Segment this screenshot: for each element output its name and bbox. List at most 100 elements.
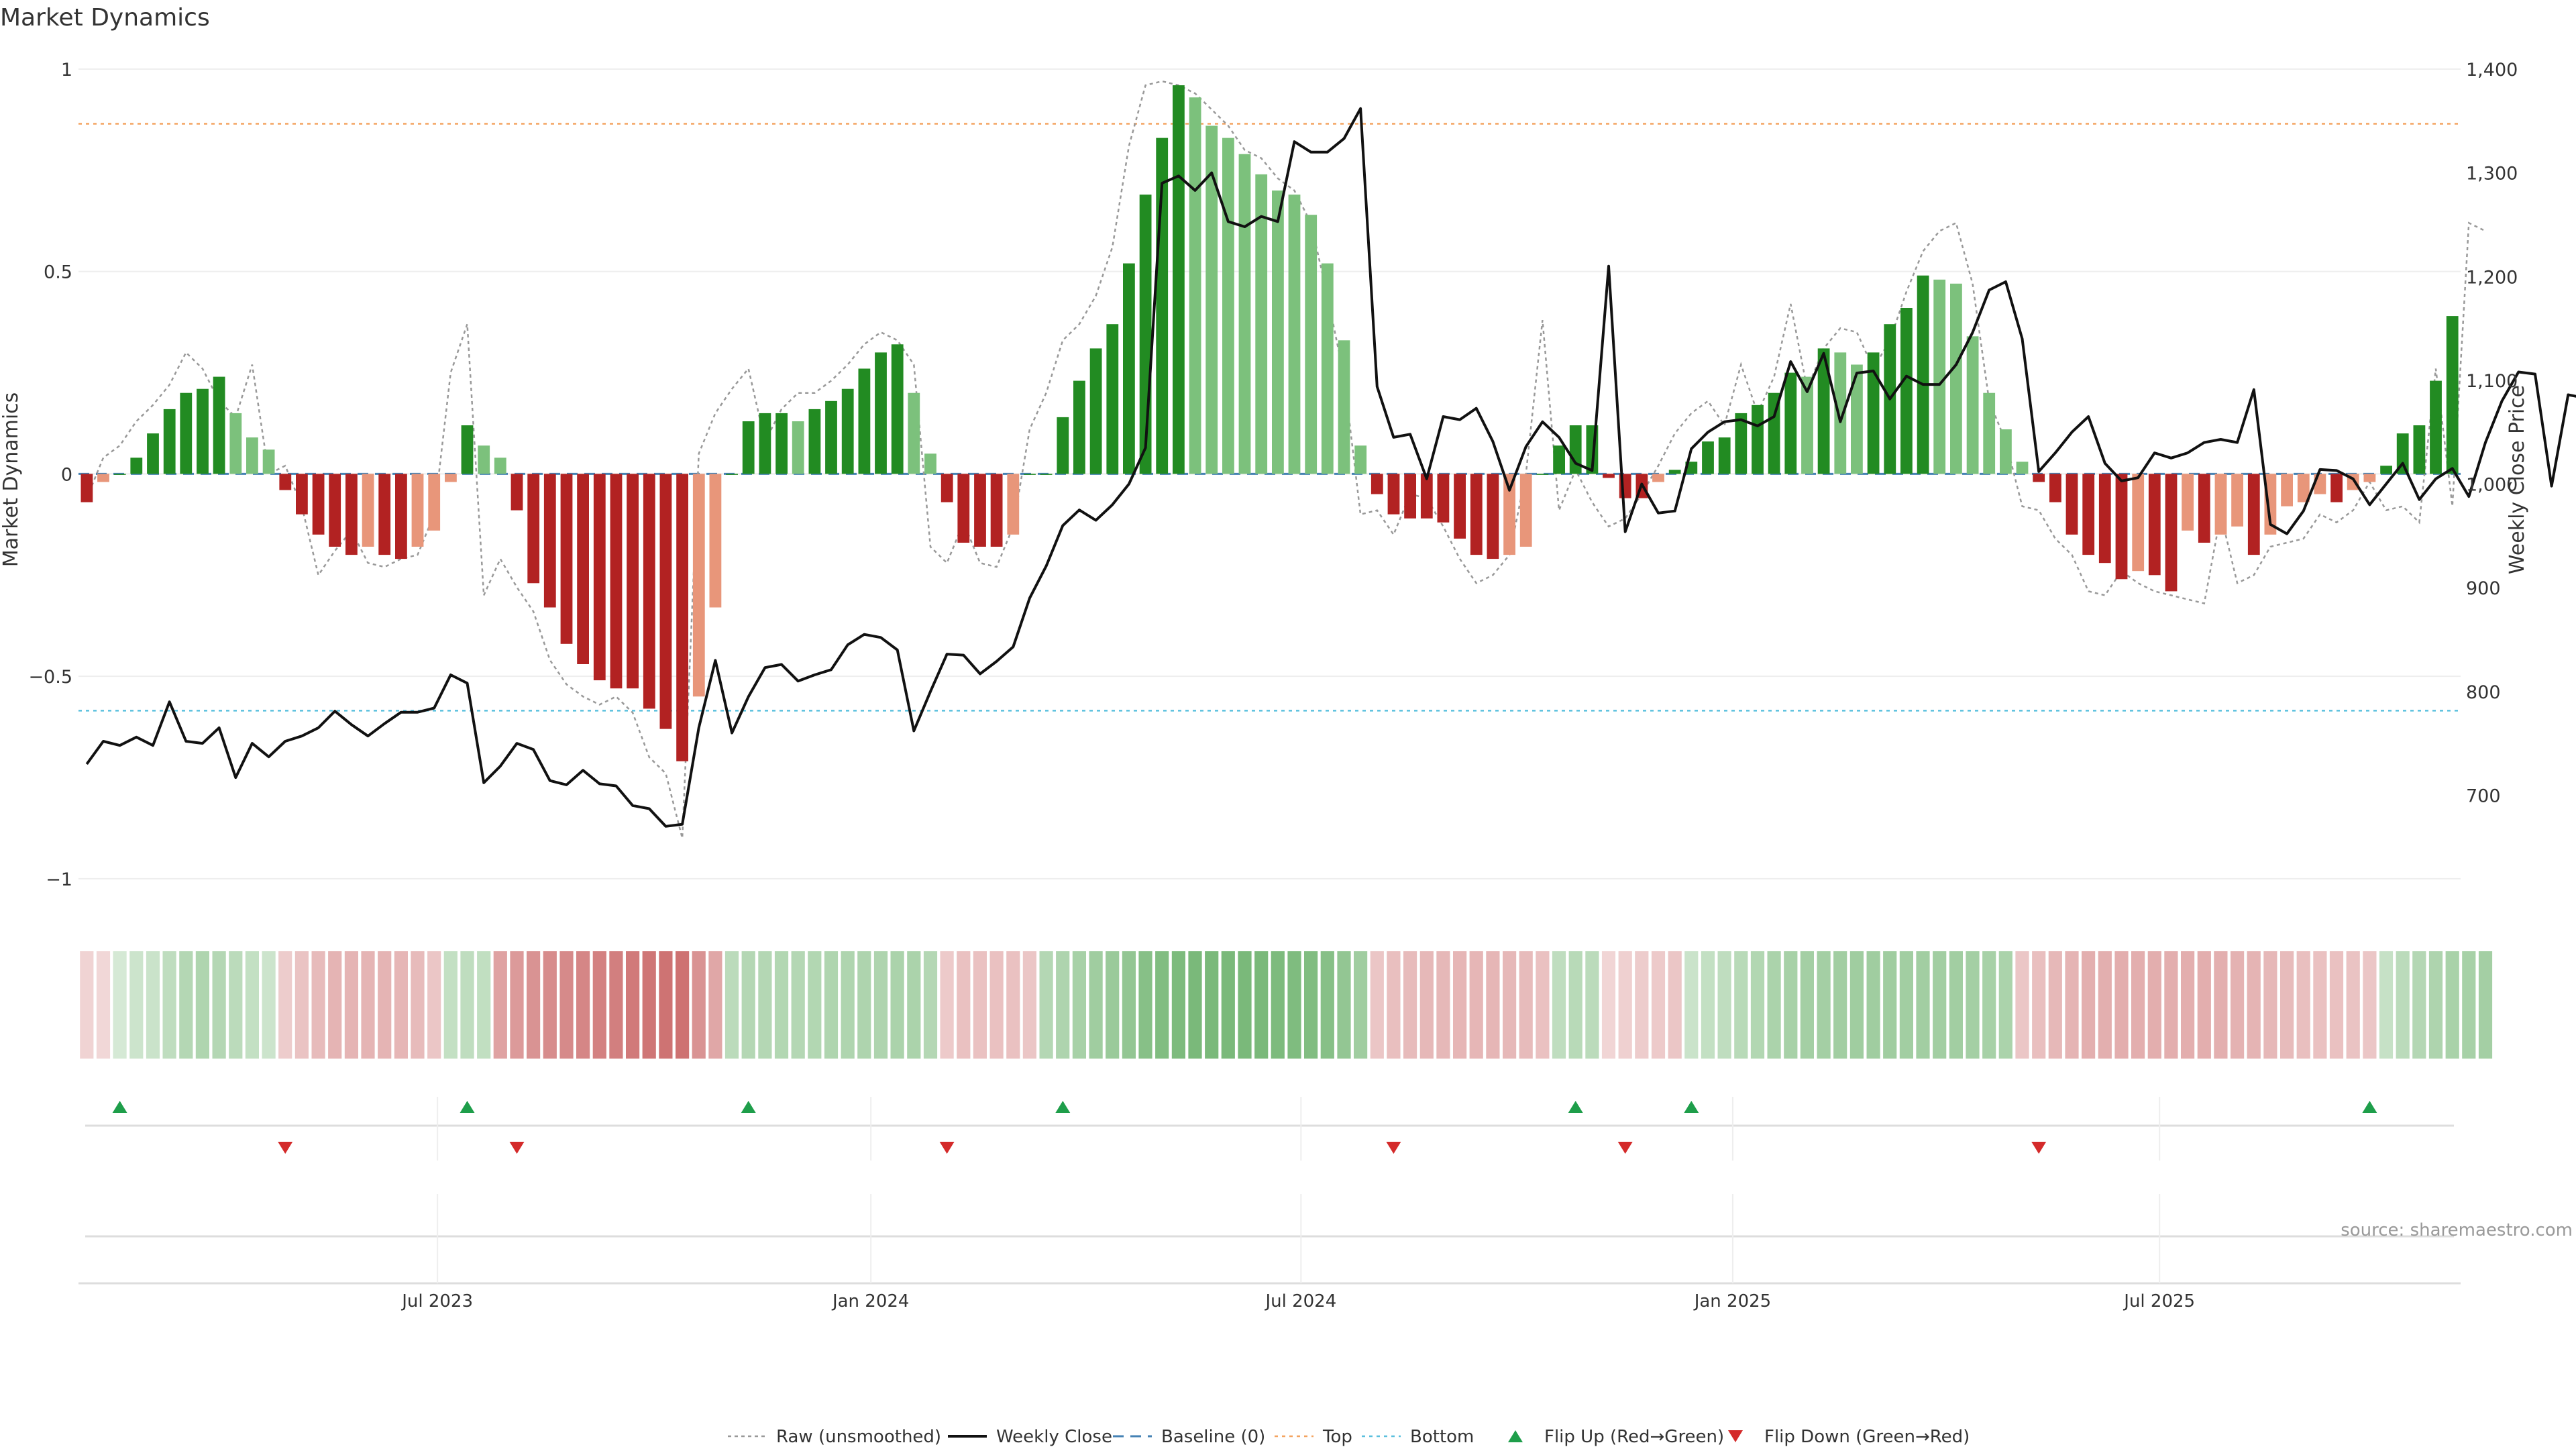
strip-cell: [1949, 951, 1963, 1059]
legend-label: Flip Down (Green→Red): [1764, 1427, 1970, 1447]
bar: [2148, 474, 2161, 576]
strip-cell: [642, 951, 656, 1059]
bar: [428, 474, 441, 531]
y-left-tick-label: 1: [61, 60, 72, 80]
bar: [593, 474, 606, 681]
strip-cell: [576, 951, 590, 1059]
bar: [1222, 138, 1234, 474]
flip-markers: [85, 1101, 2454, 1238]
bar: [1089, 348, 1102, 474]
raw-series: [86, 80, 2486, 839]
strip-cell: [1585, 951, 1599, 1059]
bar: [759, 413, 771, 474]
strip-cell: [344, 951, 358, 1059]
axes: 1 0.5 0 −0.5 −1 1,400 1,300 1,200 1,100 1,000 900 8…: [28, 60, 2518, 890]
flip-up-marker: [2362, 1101, 2377, 1113]
bar: [1569, 425, 1582, 474]
bar: [147, 433, 159, 474]
strip-cell: [1304, 951, 1318, 1059]
bar: [875, 352, 887, 474]
bar: [1073, 380, 1085, 474]
bar: [1387, 474, 1400, 515]
bar: [1983, 392, 1996, 474]
legend-swatch-flip-down: [1728, 1430, 1743, 1442]
raw-line: [86, 80, 2486, 839]
bar: [1205, 125, 1218, 474]
strip-cell: [741, 951, 755, 1059]
bar: [2413, 425, 2426, 474]
strip-cell: [527, 951, 541, 1059]
bar: [1834, 352, 1847, 474]
bar: [1420, 474, 1433, 519]
bar: [1817, 348, 1830, 474]
bar: [478, 445, 490, 474]
x-tick-label: Jul 2024: [1264, 1291, 1336, 1311]
bar: [329, 474, 341, 547]
bar: [2231, 474, 2243, 527]
strip-cell: [1503, 951, 1517, 1059]
bar: [113, 474, 126, 475]
strip-cell: [857, 951, 871, 1059]
strip-cell: [1916, 951, 1930, 1059]
strip-cell: [791, 951, 805, 1059]
strip-cell: [1519, 951, 1533, 1059]
strip-cell: [1072, 951, 1086, 1059]
bar: [1900, 308, 1913, 474]
strip-cell: [1287, 951, 1301, 1059]
strip-cell: [2048, 951, 2062, 1059]
strip-cell: [1089, 951, 1103, 1059]
strip-cell: [245, 951, 259, 1059]
bar: [775, 413, 788, 474]
strip-cell: [1436, 951, 1450, 1059]
bar: [1470, 474, 1483, 555]
strip-cell: [873, 951, 888, 1059]
strip-cell: [1552, 951, 1566, 1059]
bar: [1454, 474, 1466, 539]
bar: [726, 474, 738, 475]
bar: [627, 474, 639, 689]
strip-cell: [907, 951, 921, 1059]
strip-cell: [278, 951, 292, 1059]
strip-cell: [1966, 951, 1980, 1059]
strip-cell: [808, 951, 822, 1059]
bar: [461, 425, 474, 474]
strip-cell: [609, 951, 623, 1059]
strip-cell: [1833, 951, 1847, 1059]
strip-cell: [195, 951, 209, 1059]
legend-label: Top: [1322, 1427, 1352, 1447]
strip-cell: [146, 951, 160, 1059]
strip-cell: [2181, 951, 2195, 1059]
strip-cell: [2478, 951, 2493, 1059]
flip-up-marker: [460, 1101, 475, 1113]
y-right-tick-label: 800: [2466, 682, 2501, 703]
strip-cell: [361, 951, 375, 1059]
bar: [2380, 466, 2392, 474]
strip-cell: [1354, 951, 1368, 1059]
bar: [792, 421, 804, 474]
strip-cell: [626, 951, 640, 1059]
strip-cell: [659, 951, 673, 1059]
bar: [2430, 380, 2442, 474]
strip-cell: [1122, 951, 1136, 1059]
bar: [1255, 174, 1268, 474]
strip-cell: [96, 951, 111, 1059]
y-right-tick-label: 1,100: [2466, 371, 2518, 392]
x-tick-label: Jan 2025: [1693, 1291, 1772, 1311]
strip-cell: [262, 951, 276, 1059]
strip-cell: [2082, 951, 2096, 1059]
bar: [908, 392, 920, 474]
bar: [1487, 474, 1499, 559]
strip-cell: [1486, 951, 1500, 1059]
y-axis-left-label: Market Dynamics: [0, 392, 23, 568]
strip-cell: [2032, 951, 2046, 1059]
bar: [742, 421, 755, 474]
legend-swatch-flip-up: [1508, 1430, 1523, 1442]
bar: [1851, 364, 1863, 474]
x-tick-label: Jan 2024: [831, 1291, 910, 1311]
bar: [527, 474, 540, 584]
strip-cell: [378, 951, 392, 1059]
flip-down-marker: [1386, 1142, 1401, 1154]
weekly-close-line: [85, 107, 2576, 828]
bar: [1752, 405, 1764, 474]
